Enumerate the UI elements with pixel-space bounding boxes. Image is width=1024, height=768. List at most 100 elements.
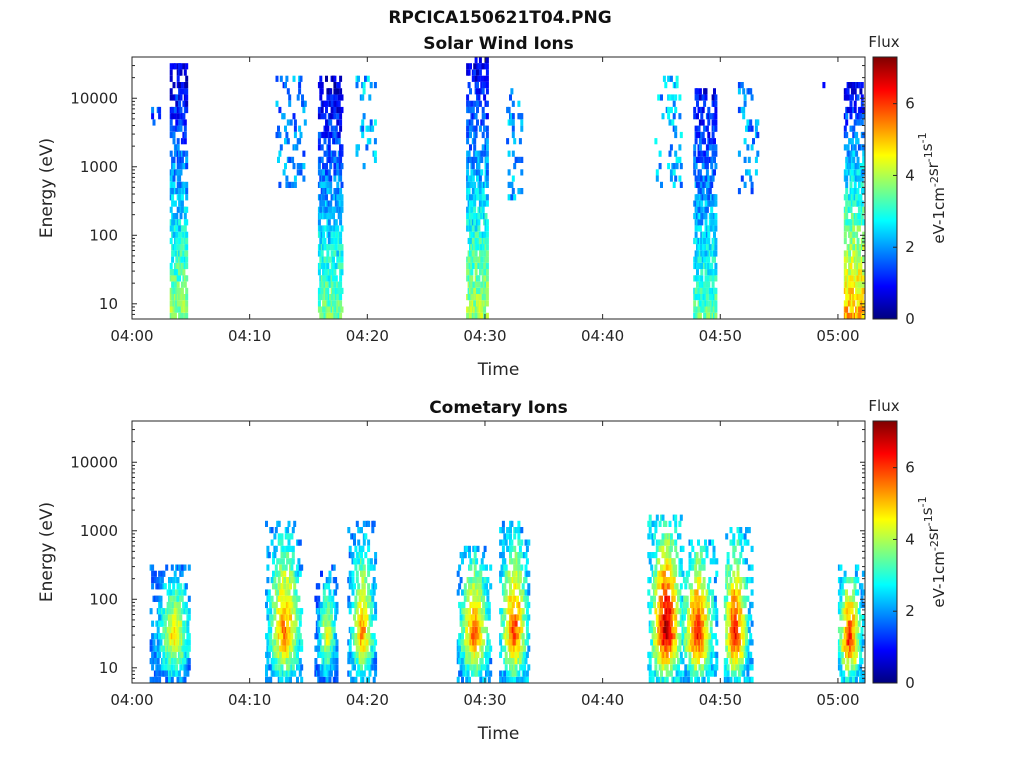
flux-cell <box>357 539 361 546</box>
flux-cell <box>480 651 484 658</box>
flux-cell <box>705 181 709 188</box>
flux-cell <box>347 595 351 602</box>
flux-cell <box>740 645 744 652</box>
flux-cell <box>647 533 651 540</box>
flux-cell <box>655 175 659 182</box>
flux-cell <box>485 601 488 609</box>
flux-cell <box>704 219 708 226</box>
flux-cell <box>694 608 698 615</box>
flux-cell <box>465 651 469 658</box>
flux-cell <box>685 577 689 584</box>
flux-cell <box>853 188 857 195</box>
flux-cell <box>371 639 375 646</box>
flux-cell <box>463 589 467 596</box>
flux-cell <box>672 558 676 565</box>
flux-cell <box>179 250 183 257</box>
flux-cell <box>286 620 290 627</box>
flux-cell <box>862 256 866 263</box>
flux-cell <box>458 564 462 571</box>
flux-cell <box>517 156 521 163</box>
flux-cell <box>524 614 528 621</box>
flux-cell <box>289 676 292 683</box>
flux-cell <box>857 181 861 188</box>
flux-cell <box>337 138 341 145</box>
flux-cell <box>485 275 489 282</box>
flux-cell <box>848 156 852 163</box>
flux-cell <box>294 620 298 627</box>
flux-cell <box>839 564 843 571</box>
flux-cell <box>168 583 171 590</box>
flux-cell <box>661 645 665 652</box>
flux-cell <box>715 664 719 671</box>
panel-title: Cometary Ions <box>429 398 568 418</box>
flux-cell <box>654 527 658 534</box>
flux-cell <box>698 88 702 95</box>
flux-cell <box>860 658 864 665</box>
flux-cell <box>852 300 856 307</box>
flux-cell <box>327 237 331 245</box>
flux-cell <box>514 620 518 627</box>
flux-cell <box>169 88 173 95</box>
flux-cell <box>713 156 716 163</box>
flux-cell <box>736 564 740 571</box>
flux-cell <box>723 614 727 621</box>
flux-cell <box>294 633 298 640</box>
flux-cell <box>742 106 746 114</box>
flux-cell <box>675 583 679 590</box>
flux-cell <box>298 633 302 640</box>
flux-cell <box>365 144 369 151</box>
flux-cell <box>675 75 679 82</box>
flux-cell <box>320 262 324 270</box>
flux-cell <box>357 558 361 565</box>
flux-cell <box>284 82 287 89</box>
flux-cell <box>481 113 485 120</box>
flux-cell <box>353 533 356 540</box>
flux-cell <box>185 244 189 251</box>
flux-cell <box>353 664 356 671</box>
flux-cell <box>466 595 470 602</box>
flux-cell <box>289 601 292 609</box>
flux-cell <box>284 564 288 571</box>
flux-cell <box>504 589 508 596</box>
flux-cell <box>486 633 490 640</box>
flux-cell <box>176 583 180 590</box>
flux-cell <box>667 106 671 114</box>
figure-title: RPCICA150621T04.PNG <box>388 8 612 28</box>
flux-cell <box>469 63 472 70</box>
flux-cell <box>746 595 750 602</box>
flux-cell <box>477 163 481 170</box>
flux-cell <box>299 169 303 176</box>
flux-cell <box>714 269 718 276</box>
flux-cell <box>483 664 487 671</box>
flux-cell <box>681 570 685 577</box>
flux-cell <box>715 658 719 665</box>
flux-cell <box>333 113 337 120</box>
flux-cell <box>509 595 512 602</box>
flux-cell <box>702 564 706 571</box>
flux-cell <box>269 608 273 615</box>
flux-cell <box>704 269 708 276</box>
flux-cell <box>677 595 680 602</box>
flux-cell <box>303 100 307 107</box>
flux-cell <box>329 633 333 640</box>
colorbar-title: Flux <box>868 397 899 415</box>
flux-cell <box>371 125 375 132</box>
flux-cell <box>470 100 474 107</box>
flux-cell <box>843 577 847 584</box>
flux-cell <box>658 163 662 170</box>
flux-cell <box>476 287 479 294</box>
flux-cell <box>854 651 858 658</box>
flux-cell <box>348 608 352 615</box>
flux-cell <box>324 670 328 677</box>
flux-cell <box>702 676 706 683</box>
flux-cell <box>183 564 187 571</box>
flux-cell <box>654 520 658 527</box>
flux-cell <box>695 614 699 621</box>
flux-cell <box>361 119 365 126</box>
flux-cell <box>173 312 177 319</box>
flux-cell <box>714 200 718 207</box>
flux-cell <box>711 601 715 609</box>
flux-cell <box>746 676 750 683</box>
flux-cell <box>473 564 477 571</box>
flux-cell <box>660 94 663 101</box>
